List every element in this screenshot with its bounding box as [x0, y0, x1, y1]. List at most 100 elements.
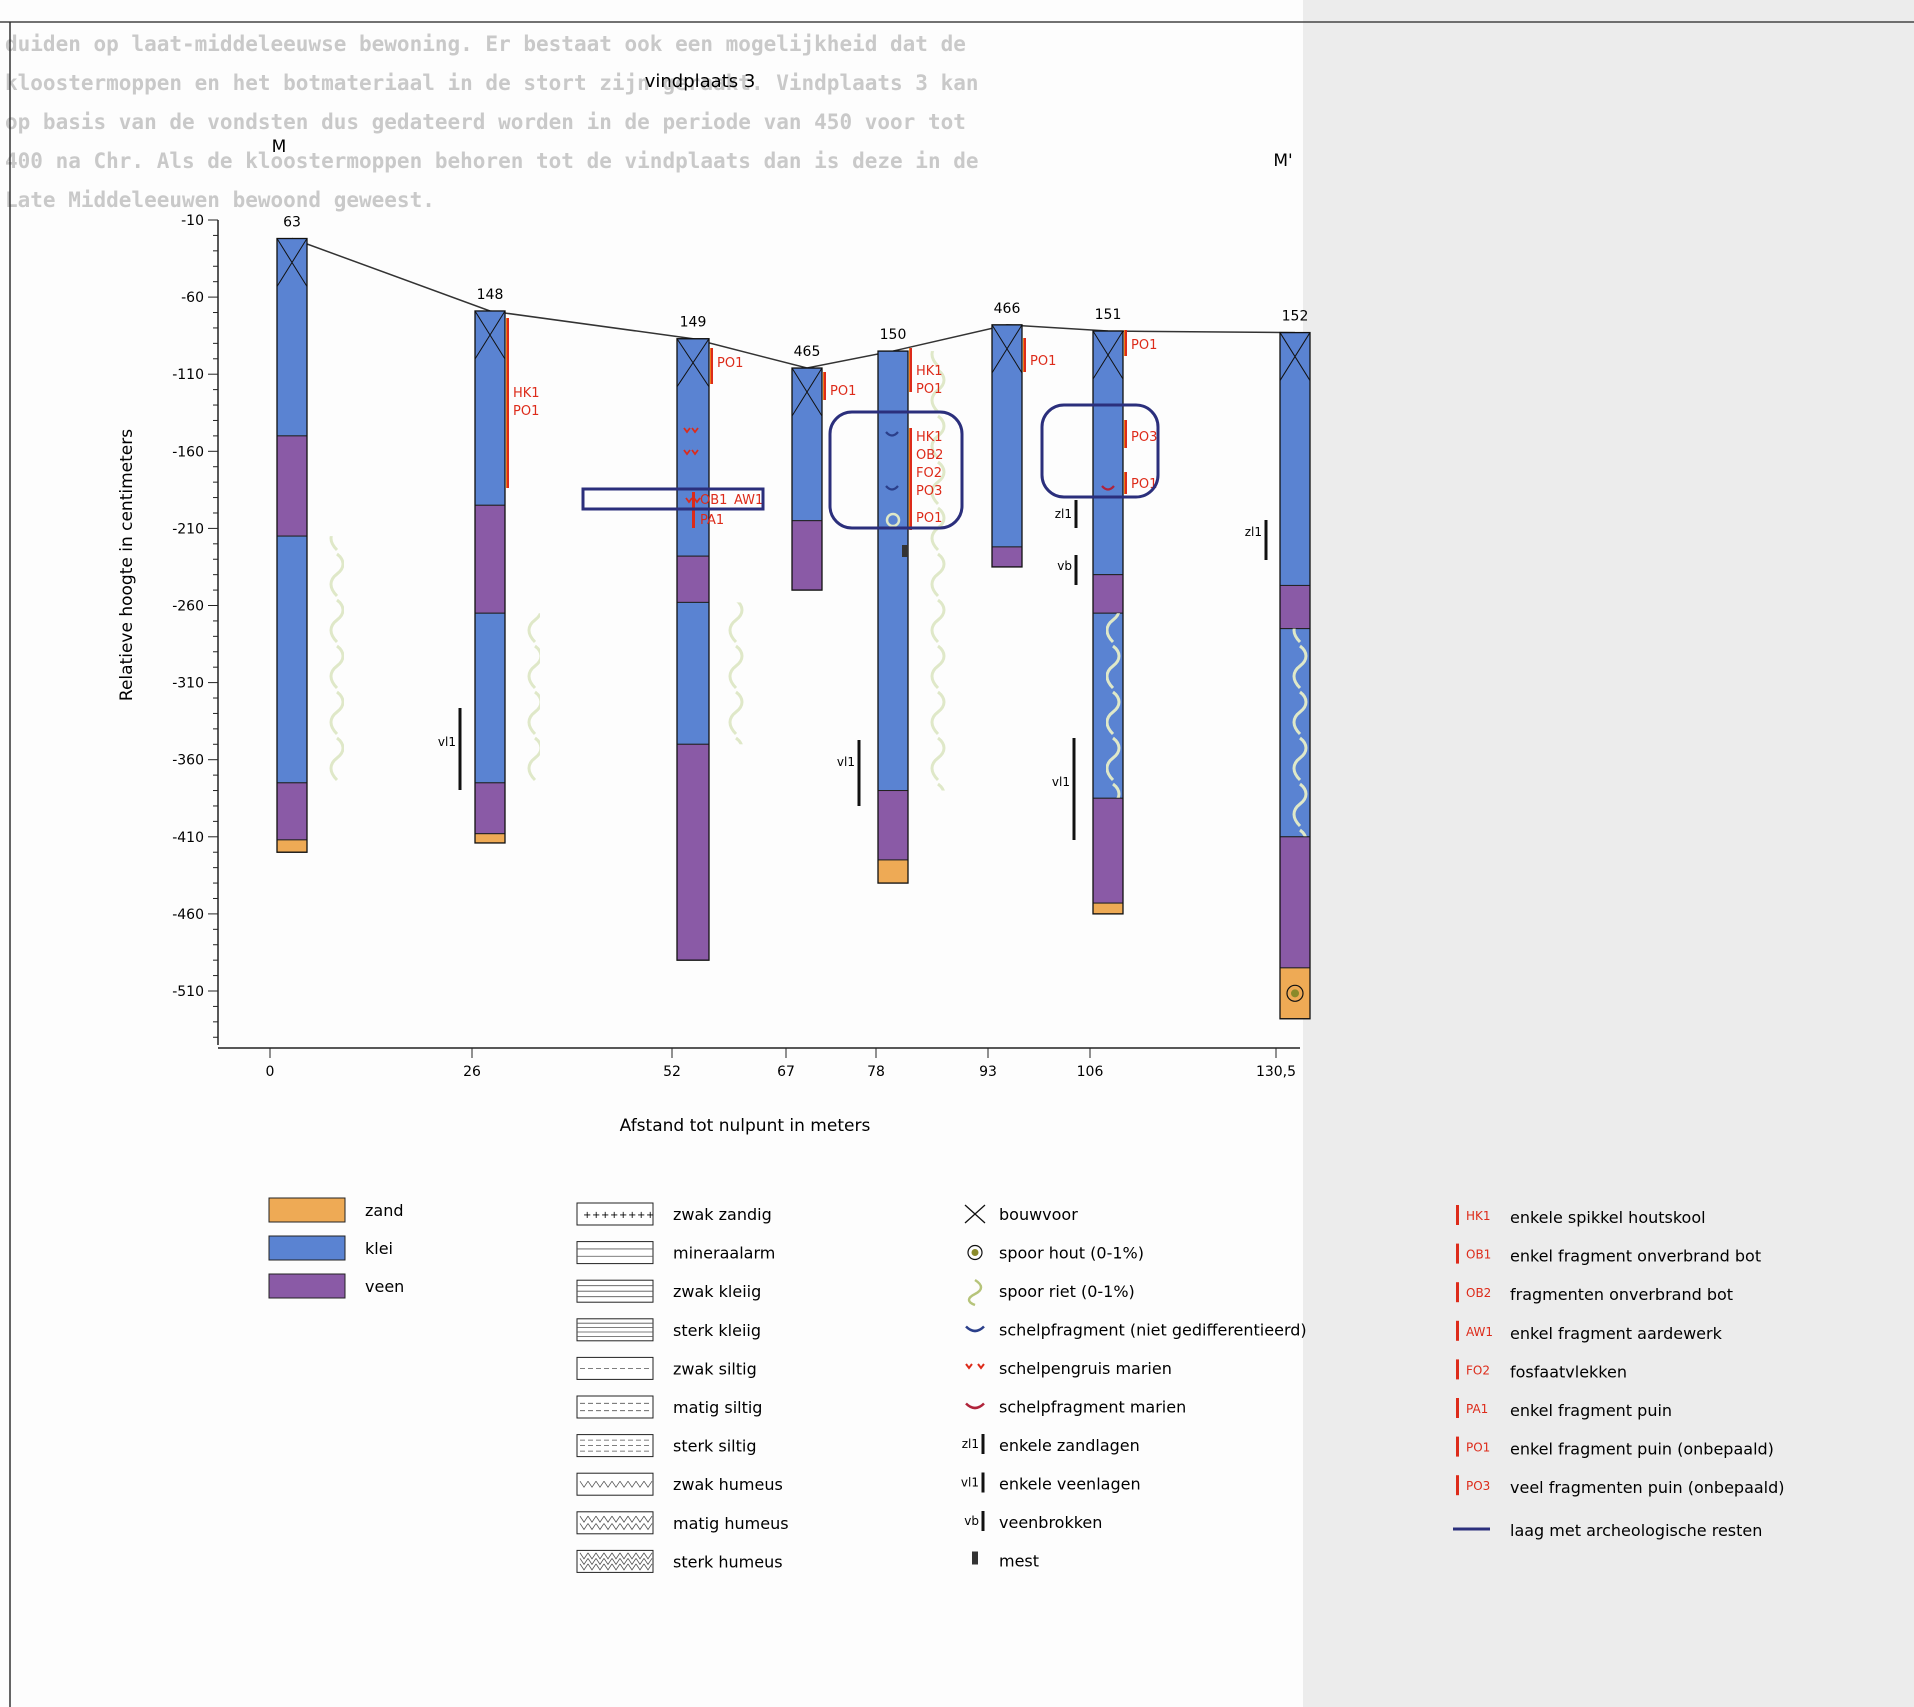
mest-mark	[902, 545, 908, 557]
texture-mark: +	[646, 1210, 654, 1221]
x-tick-label: 26	[463, 1064, 481, 1080]
find-marker-bar-inner	[711, 348, 713, 384]
core-layer-veen	[474, 504, 506, 614]
shell-fragment-mark	[885, 485, 899, 491]
core-id-label: 63	[283, 215, 301, 231]
squiggle-shape	[967, 1278, 983, 1307]
axes: -10 -60 -110 -160 -210 -260 -310 -360 -410 -460 -5…	[117, 213, 1300, 1136]
cores: 63 148 HK1 PO1 149 PO1 OB1 AW1 PA1 465 PO1 150 HK1 PO…	[276, 215, 1311, 1020]
find-label: PO3	[1131, 430, 1157, 445]
core-layer-zand	[877, 859, 909, 884]
y-tick-label: -10	[181, 213, 204, 229]
find-marker-bar-inner	[1024, 338, 1026, 372]
find-label: PO3	[916, 484, 942, 499]
shell-grit-mark	[683, 449, 699, 456]
texture-mark	[579, 1563, 653, 1571]
find-label: PO1	[1131, 477, 1157, 492]
y-tick-label: -210	[172, 521, 204, 537]
bouwvoor-cross	[1092, 330, 1124, 380]
legend-texture-swatch	[576, 1241, 654, 1265]
find-marker-bar-inner	[824, 372, 826, 400]
core-note-label: zl1	[1245, 525, 1262, 539]
find-label: PO1	[513, 404, 539, 419]
legend-symbol-code: vb	[964, 1514, 979, 1528]
shell-fragment-mark	[1101, 485, 1115, 491]
find-label: PO1	[916, 382, 942, 397]
find-label: FO2	[916, 466, 942, 481]
find-marker-bar-inner	[507, 318, 509, 488]
core-layer-veen	[1279, 836, 1311, 969]
y-tick-label: -310	[172, 676, 204, 692]
section-end-label: M'	[1273, 151, 1292, 171]
core-layer-klei	[474, 612, 506, 784]
core-layer-veen	[877, 790, 909, 861]
squiggle-icon	[967, 1278, 983, 1307]
core-outline	[791, 367, 823, 591]
core-layer-veen	[276, 782, 308, 841]
reed-trace-pattern	[314, 536, 344, 783]
background-text-line: kloostermoppen en het botmateriaal in de…	[5, 71, 979, 95]
core-layer-veen	[676, 555, 710, 603]
texture-mark: +	[601, 1210, 609, 1221]
core-note-label: zl1	[1055, 507, 1072, 521]
find-marker-bar-inner	[910, 428, 912, 530]
wood-trace-dot	[1291, 989, 1299, 998]
archeo-layer-outline	[581, 487, 765, 511]
find-marker-bar-inner	[1125, 330, 1127, 356]
legend-code: FO2	[1466, 1363, 1490, 1377]
find-marker-bar-inner	[1125, 472, 1127, 494]
core-layer-klei	[474, 310, 506, 506]
reed-trace-pattern	[1280, 628, 1310, 837]
archeo-layer-outline	[828, 410, 964, 530]
archeo-layer-outline	[1040, 403, 1160, 499]
core-layer-klei	[877, 350, 909, 792]
legend-texture-label: zwak humeus	[673, 1475, 783, 1494]
find-label: PA1	[700, 513, 724, 528]
shell-blue-icon	[965, 1325, 985, 1333]
legend-code-bar	[1456, 1282, 1459, 1303]
core-outline	[474, 310, 506, 844]
diagram-title: vindplaats 3	[645, 71, 756, 92]
texture-mark: +	[628, 1210, 636, 1221]
core-outline	[1279, 331, 1311, 1020]
core-layer-klei	[991, 324, 1023, 548]
core-layer-klei	[276, 535, 308, 784]
legend-texture-label: mineraalarm	[673, 1244, 775, 1263]
bar-icon: vl1	[961, 1472, 985, 1493]
core-id-label: 151	[1095, 307, 1122, 323]
legend-material-label: zand	[365, 1201, 404, 1220]
ring-core	[971, 1249, 979, 1256]
page-margin-shade	[1303, 0, 1914, 1707]
legend-swatch-zand	[268, 1197, 346, 1223]
find-marker-bar-inner	[910, 348, 912, 392]
legend-texture-label: zwak zandig	[673, 1205, 772, 1224]
core-outline	[1092, 330, 1124, 915]
bar-icon: zl1	[962, 1434, 985, 1454]
legend-code-label: veel fragmenten puin (onbepaald)	[1510, 1478, 1785, 1497]
legend-symbol-code: vl1	[961, 1476, 979, 1490]
core-63: 63	[276, 215, 344, 853]
shell-red-icon	[965, 1402, 985, 1410]
bouwvoor-cross	[676, 338, 710, 388]
surface-line	[291, 237, 1296, 369]
core-note-label: vl1	[1052, 775, 1070, 789]
legend-code: HK1	[1466, 1209, 1491, 1223]
core-outline	[276, 237, 308, 853]
legend-symbol-code: zl1	[962, 1437, 979, 1451]
legend-code-bar	[1456, 1436, 1459, 1457]
core-150: 150 HK1 PO1 HK1 OB2 FO2 PO3 PO1	[877, 327, 946, 884]
core-outline	[991, 324, 1023, 568]
x-tick-label: 130,5	[1256, 1064, 1296, 1080]
legend-code: OB2	[1466, 1286, 1491, 1300]
legend-symbol-label: bouwvoor	[999, 1205, 1078, 1224]
legend-code-label: enkel fragment puin (onbepaald)	[1510, 1440, 1774, 1459]
legend-texture-label: sterk kleiig	[673, 1321, 761, 1340]
core-layer-klei	[1279, 332, 1311, 586]
background-text-line: duiden op laat-middeleeuwse bewoning. Er…	[5, 32, 966, 56]
grit-shape	[965, 1363, 985, 1370]
find-label: HK1	[916, 364, 943, 379]
core-layer-veen	[676, 743, 710, 961]
legend-swatch-veen	[268, 1273, 346, 1299]
texture-mark: +	[583, 1210, 591, 1221]
